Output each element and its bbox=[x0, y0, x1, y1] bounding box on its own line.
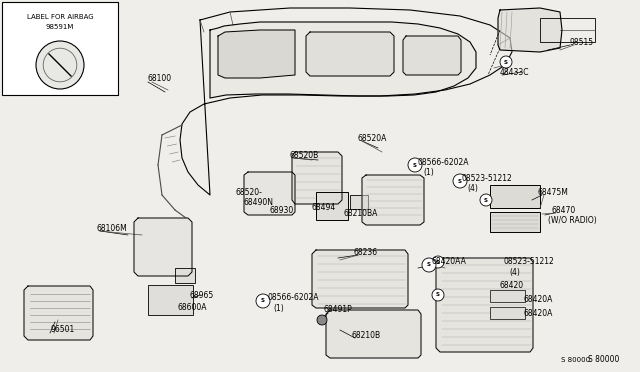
Text: S: S bbox=[436, 292, 440, 298]
Polygon shape bbox=[306, 32, 394, 76]
Text: S: S bbox=[261, 298, 265, 304]
Polygon shape bbox=[362, 175, 424, 225]
Polygon shape bbox=[436, 258, 533, 352]
Text: (4): (4) bbox=[509, 267, 520, 276]
Text: 68106M: 68106M bbox=[96, 224, 127, 232]
Bar bbox=[175, 268, 195, 283]
Bar bbox=[316, 192, 348, 220]
Polygon shape bbox=[134, 218, 192, 276]
Text: 68100: 68100 bbox=[148, 74, 172, 83]
Text: 68930: 68930 bbox=[270, 205, 294, 215]
Bar bbox=[490, 307, 525, 319]
Text: S: S bbox=[484, 198, 488, 202]
Text: S: S bbox=[504, 60, 508, 64]
Text: S: S bbox=[427, 263, 431, 267]
Text: (4): (4) bbox=[467, 183, 478, 192]
Text: 68520B: 68520B bbox=[290, 151, 319, 160]
Text: 68600A: 68600A bbox=[177, 304, 207, 312]
Text: 68210B: 68210B bbox=[352, 330, 381, 340]
Circle shape bbox=[422, 258, 436, 272]
Polygon shape bbox=[210, 22, 476, 98]
Text: 96501: 96501 bbox=[50, 326, 74, 334]
Polygon shape bbox=[244, 172, 295, 215]
Text: 68475M: 68475M bbox=[538, 187, 569, 196]
Text: 08523-51212: 08523-51212 bbox=[462, 173, 513, 183]
Text: 98591M: 98591M bbox=[46, 24, 74, 30]
Circle shape bbox=[256, 294, 270, 308]
Bar bbox=[490, 185, 540, 208]
Circle shape bbox=[408, 158, 422, 172]
Circle shape bbox=[480, 194, 492, 206]
Text: S 80000: S 80000 bbox=[588, 356, 620, 365]
Text: 68965: 68965 bbox=[190, 291, 214, 299]
Text: 98515: 98515 bbox=[570, 38, 594, 46]
Polygon shape bbox=[403, 36, 461, 75]
Bar bbox=[540, 18, 595, 42]
Text: 08566-6202A: 08566-6202A bbox=[418, 157, 470, 167]
Polygon shape bbox=[24, 286, 93, 340]
Polygon shape bbox=[312, 250, 408, 308]
Text: S: S bbox=[436, 260, 440, 264]
Bar bbox=[148, 285, 193, 315]
Text: 68490N: 68490N bbox=[243, 198, 273, 206]
Bar bbox=[2, 2, 118, 95]
Text: (1): (1) bbox=[273, 304, 284, 312]
Text: 68420A: 68420A bbox=[524, 295, 554, 305]
Text: 08523-51212: 08523-51212 bbox=[504, 257, 555, 266]
Circle shape bbox=[432, 256, 444, 268]
Text: LABEL FOR AIRBAG: LABEL FOR AIRBAG bbox=[27, 14, 93, 20]
Text: 68210BA: 68210BA bbox=[344, 208, 378, 218]
Text: 08566-6202A: 08566-6202A bbox=[268, 294, 319, 302]
Text: S: S bbox=[413, 163, 417, 167]
Text: (1): (1) bbox=[423, 167, 434, 176]
Text: 48433C: 48433C bbox=[500, 67, 529, 77]
Text: S 80000: S 80000 bbox=[561, 357, 590, 363]
Circle shape bbox=[36, 41, 84, 89]
Text: 68494: 68494 bbox=[312, 202, 336, 212]
Text: 68420AA: 68420AA bbox=[432, 257, 467, 266]
Bar bbox=[490, 290, 525, 302]
Circle shape bbox=[453, 174, 467, 188]
Polygon shape bbox=[498, 8, 562, 52]
Polygon shape bbox=[292, 152, 342, 204]
Polygon shape bbox=[326, 310, 421, 358]
Text: 68236: 68236 bbox=[354, 247, 378, 257]
Text: S: S bbox=[458, 179, 462, 183]
Bar bbox=[490, 212, 540, 232]
Text: 68520-: 68520- bbox=[236, 187, 263, 196]
Circle shape bbox=[317, 315, 327, 325]
Text: 68420: 68420 bbox=[500, 280, 524, 289]
Text: (W/O RADIO): (W/O RADIO) bbox=[548, 215, 596, 224]
Bar bbox=[350, 195, 368, 209]
Circle shape bbox=[432, 289, 444, 301]
Text: 68420A: 68420A bbox=[524, 308, 554, 317]
Text: 68520A: 68520A bbox=[358, 134, 387, 142]
Text: 68491P: 68491P bbox=[324, 305, 353, 314]
Circle shape bbox=[500, 56, 512, 68]
Polygon shape bbox=[218, 30, 295, 78]
Text: 68470: 68470 bbox=[552, 205, 576, 215]
